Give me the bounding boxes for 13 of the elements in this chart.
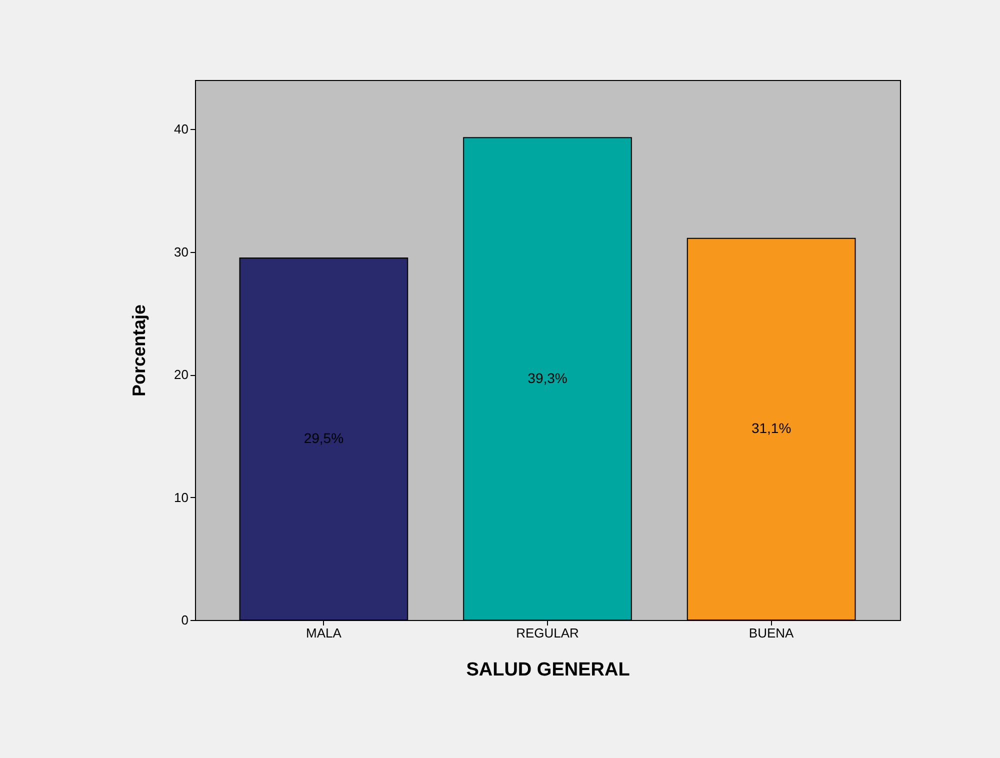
x-tick-label: REGULAR — [516, 626, 579, 640]
y-tick-label: 40 — [174, 122, 188, 137]
data-label: 31,1% — [751, 420, 792, 436]
data-label: 29,5% — [304, 430, 344, 446]
y-tick-label: 0 — [181, 612, 188, 628]
x-tick-label: MALA — [306, 626, 342, 640]
data-label: 39,3% — [528, 370, 568, 386]
y-tick-label: 10 — [174, 490, 188, 505]
y-tick-label: 20 — [174, 367, 188, 382]
y-tick-label: 30 — [174, 244, 188, 260]
x-axis-title: SALUD GENERAL — [466, 660, 630, 680]
x-tick-label: BUENA — [748, 626, 794, 640]
y-axis-title: Porcentaje — [129, 304, 150, 397]
